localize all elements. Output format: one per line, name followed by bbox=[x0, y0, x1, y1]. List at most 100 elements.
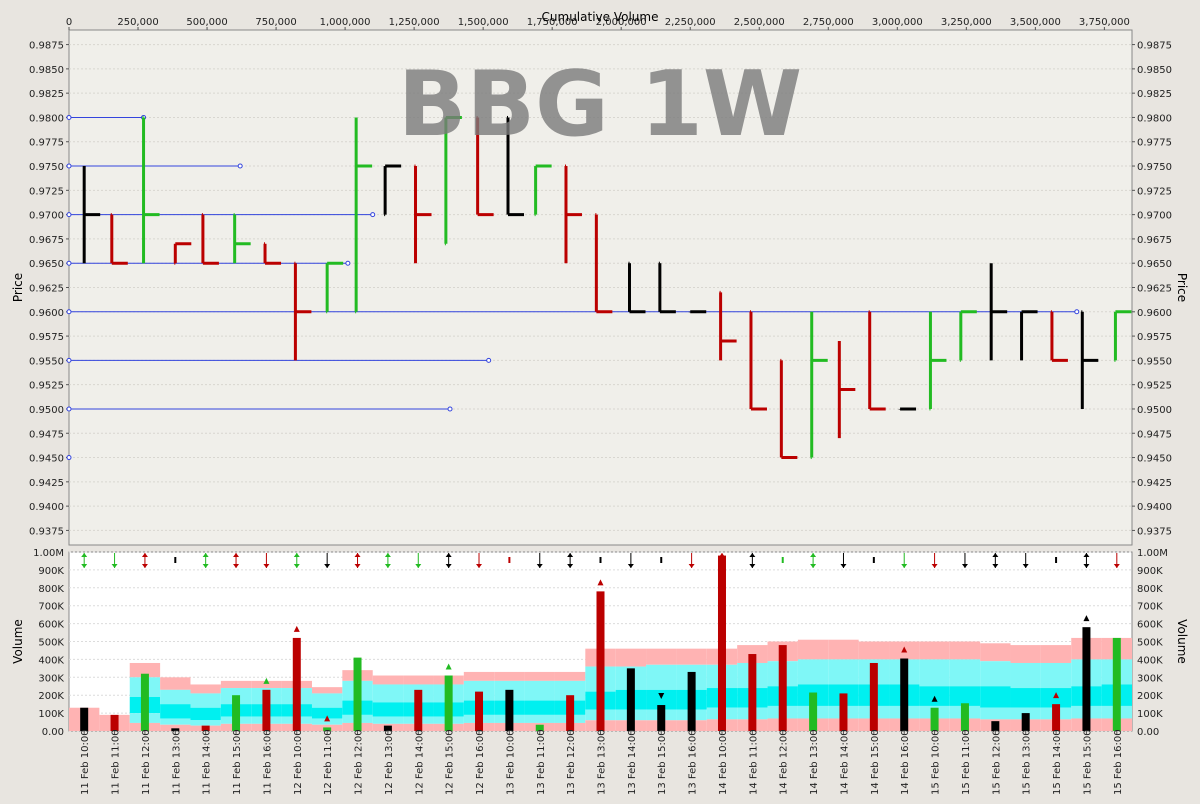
volume-bar bbox=[201, 725, 210, 731]
volume-band-outer-high bbox=[463, 671, 495, 681]
arrow-up-head bbox=[445, 553, 452, 557]
volume-bar bbox=[687, 671, 696, 731]
cumulative-volume-tick-label: 2,750,000 bbox=[803, 17, 854, 28]
volume-band-inner-mid bbox=[646, 689, 677, 710]
volume-band-inner-low bbox=[980, 707, 1011, 720]
price-tick-label-left: 0.9650 bbox=[29, 259, 64, 270]
arrow-down-head bbox=[931, 564, 938, 568]
arrow-down-head bbox=[627, 564, 634, 568]
volume-band-outer-high bbox=[949, 641, 981, 660]
volume-tick-label-right: 800K bbox=[1137, 584, 1163, 595]
volume-tick-label-left: 300K bbox=[38, 673, 64, 684]
price-tick-label-right: 0.9525 bbox=[1137, 381, 1172, 392]
reference-start-marker bbox=[66, 212, 72, 218]
price-tick-label-right: 0.9500 bbox=[1137, 405, 1172, 416]
price-tick-label-right: 0.9850 bbox=[1137, 65, 1172, 76]
arrow-down-head bbox=[992, 564, 999, 568]
volume-band-inner-high bbox=[524, 680, 555, 701]
volume-bar bbox=[232, 695, 241, 731]
volume-triangle-marker bbox=[1053, 692, 1060, 699]
price-tick-label-left: 0.9775 bbox=[29, 138, 64, 149]
price-tick-label-right: 0.9600 bbox=[1137, 308, 1172, 319]
volume-band-outer-high bbox=[190, 684, 221, 694]
time-category-label: 11 Feb 13:00 bbox=[171, 729, 182, 795]
arrow-down-head bbox=[476, 564, 483, 568]
price-tick-label-left: 0.9500 bbox=[29, 405, 64, 416]
cumulative-volume-tick-label: 3,250,000 bbox=[941, 17, 992, 28]
reference-start-marker bbox=[66, 309, 72, 315]
cumulative-volume-tick-label: 1,250,000 bbox=[389, 17, 440, 28]
volume-triangle-marker bbox=[901, 646, 908, 653]
volume-tick-label-right: 900K bbox=[1137, 566, 1163, 577]
volume-tick-label-right: 1.00M bbox=[1137, 548, 1168, 559]
volume-bar bbox=[171, 728, 180, 731]
volume-band-inner-mid bbox=[949, 686, 981, 706]
volume-triangle-marker bbox=[445, 663, 452, 670]
volume-bar bbox=[748, 654, 757, 731]
volume-triangle-marker bbox=[597, 579, 604, 586]
price-tick-label-right: 0.9675 bbox=[1137, 235, 1172, 246]
time-category-label: 11 Feb 12:00 bbox=[141, 729, 152, 795]
arrow-down-head bbox=[1083, 564, 1090, 568]
volume-tick-label-right: 200K bbox=[1137, 691, 1163, 702]
arrow-down-head bbox=[233, 564, 240, 568]
price-tick-label-left: 0.9625 bbox=[29, 284, 64, 295]
arrow-down-head bbox=[202, 564, 209, 568]
volume-bar bbox=[960, 703, 969, 731]
volume-bar bbox=[323, 727, 332, 731]
volume-band-inner-mid bbox=[372, 702, 404, 717]
volume-bar bbox=[110, 714, 119, 731]
volume-tick-label-left: 100K bbox=[38, 709, 64, 720]
arrow-up-head bbox=[992, 553, 999, 557]
price-tick-label-right: 0.9700 bbox=[1137, 211, 1172, 222]
volume-bar bbox=[596, 591, 605, 731]
reference-start-marker bbox=[66, 163, 72, 169]
volume-bar bbox=[839, 693, 848, 731]
arrow-up-head bbox=[141, 553, 148, 557]
volume-band-inner-mid bbox=[980, 686, 1011, 708]
time-category-label: 13 Feb 11:00 bbox=[536, 729, 547, 795]
cumulative-volume-tick-label: 1,000,000 bbox=[320, 17, 371, 28]
volume-band-outer-high bbox=[251, 680, 282, 689]
volume-bar bbox=[657, 705, 666, 731]
arrow-down-head bbox=[263, 564, 270, 568]
volume-band-inner-mid bbox=[160, 704, 191, 719]
arrow-up-head bbox=[233, 553, 240, 557]
volume-bar bbox=[566, 695, 575, 731]
arrow-down-head bbox=[1022, 564, 1029, 568]
price-tick-label-left: 0.9575 bbox=[29, 332, 64, 343]
volume-band-inner-mid bbox=[311, 707, 343, 719]
arrow-up-head bbox=[567, 553, 574, 557]
volume-band-inner-high bbox=[949, 659, 981, 687]
volume-band-inner-high bbox=[797, 659, 829, 685]
arrow-up-head bbox=[718, 553, 725, 557]
time-category-label: 11 Feb 16:00 bbox=[262, 729, 273, 795]
time-category-label: 12 Feb 14:00 bbox=[414, 729, 425, 795]
volume-band-outer-high bbox=[372, 675, 404, 685]
volume-bar bbox=[626, 668, 635, 731]
cumulative-volume-tick-label: 3,750,000 bbox=[1079, 17, 1130, 28]
time-category-label: 15 Feb 12:00 bbox=[991, 729, 1002, 795]
volume-band-inner-high bbox=[554, 680, 586, 701]
volume-triangle-marker bbox=[293, 625, 300, 632]
volume-tick-label-left: 700K bbox=[38, 602, 64, 613]
arrow-up-head bbox=[354, 553, 361, 557]
volume-bar bbox=[1112, 637, 1121, 731]
volume-band-outer-high bbox=[646, 648, 677, 665]
volume-tick-label-left: 900K bbox=[38, 566, 64, 577]
volume-triangle-marker bbox=[931, 695, 938, 702]
volume-panel: 1.00M 1.00M 900K 900K 800K 800K 700K 700K 600K 60… bbox=[11, 548, 1189, 795]
arrow-up-head bbox=[1083, 553, 1090, 557]
arrow-down-head bbox=[141, 564, 148, 568]
arrow-up-head bbox=[749, 553, 756, 557]
volume-band-outer-high bbox=[311, 687, 343, 694]
arrow-down-head bbox=[901, 564, 908, 568]
volume-band-inner-high bbox=[1010, 662, 1041, 689]
x-axis-title: Cumulative Volume bbox=[542, 10, 659, 24]
arrow-down-head bbox=[567, 564, 574, 568]
volume-bar bbox=[809, 692, 818, 731]
price-tick-label-left: 0.9425 bbox=[29, 478, 64, 489]
volume-band-outer-high bbox=[494, 671, 525, 681]
cumulative-volume-tick-label: 500,000 bbox=[186, 17, 227, 28]
